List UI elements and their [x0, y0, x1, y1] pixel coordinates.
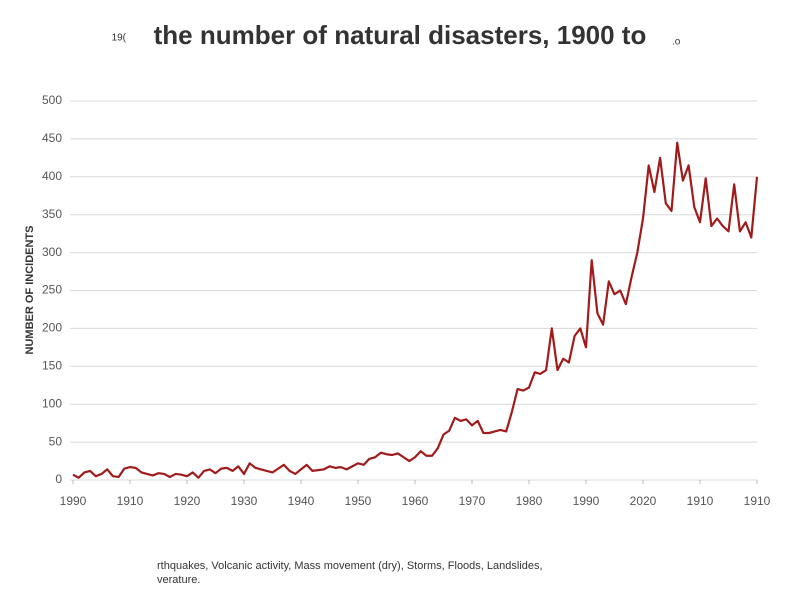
x-tick-label: 1950 [345, 494, 372, 508]
y-axis-label: NUMBER OF INCIDENTS [24, 226, 36, 355]
y-tick-label: 300 [42, 245, 62, 259]
x-tick-label: 1920 [174, 494, 201, 508]
y-tick-label: 400 [42, 169, 62, 183]
y-tick-label: 50 [49, 434, 63, 448]
y-tick-label: 450 [42, 131, 62, 145]
y-tick-label: 0 [55, 472, 62, 486]
y-tick-label: 250 [42, 283, 62, 297]
title-fragment: .o [672, 37, 681, 48]
title-fragment: 19( [112, 33, 127, 44]
x-tick-label: 1970 [459, 494, 486, 508]
y-tick-label: 500 [42, 93, 62, 107]
y-tick-label: 350 [42, 207, 62, 221]
x-tick-label: 1910 [744, 494, 771, 508]
chart-title: the number of natural disasters, 1900 to [154, 20, 647, 50]
x-tick-label: 2020 [630, 494, 657, 508]
series-line [72, 141, 759, 479]
y-tick-label: 100 [42, 396, 62, 410]
x-tick-label: 1910 [117, 494, 144, 508]
note: verature. [157, 574, 200, 586]
y-tick-label: 200 [42, 321, 62, 335]
x-tick-label: 1960 [402, 494, 429, 508]
y-tick-label: 150 [42, 358, 62, 372]
note: rthquakes, Volcanic activity, Mass movem… [157, 560, 543, 572]
x-tick-label: 1940 [288, 494, 315, 508]
x-tick-label: 1990 [573, 494, 600, 508]
x-tick-label: 1980 [516, 494, 543, 508]
x-tick-label: 1910 [687, 494, 714, 508]
x-tick-label: 1930 [231, 494, 258, 508]
x-tick-label: 1990 [60, 494, 87, 508]
